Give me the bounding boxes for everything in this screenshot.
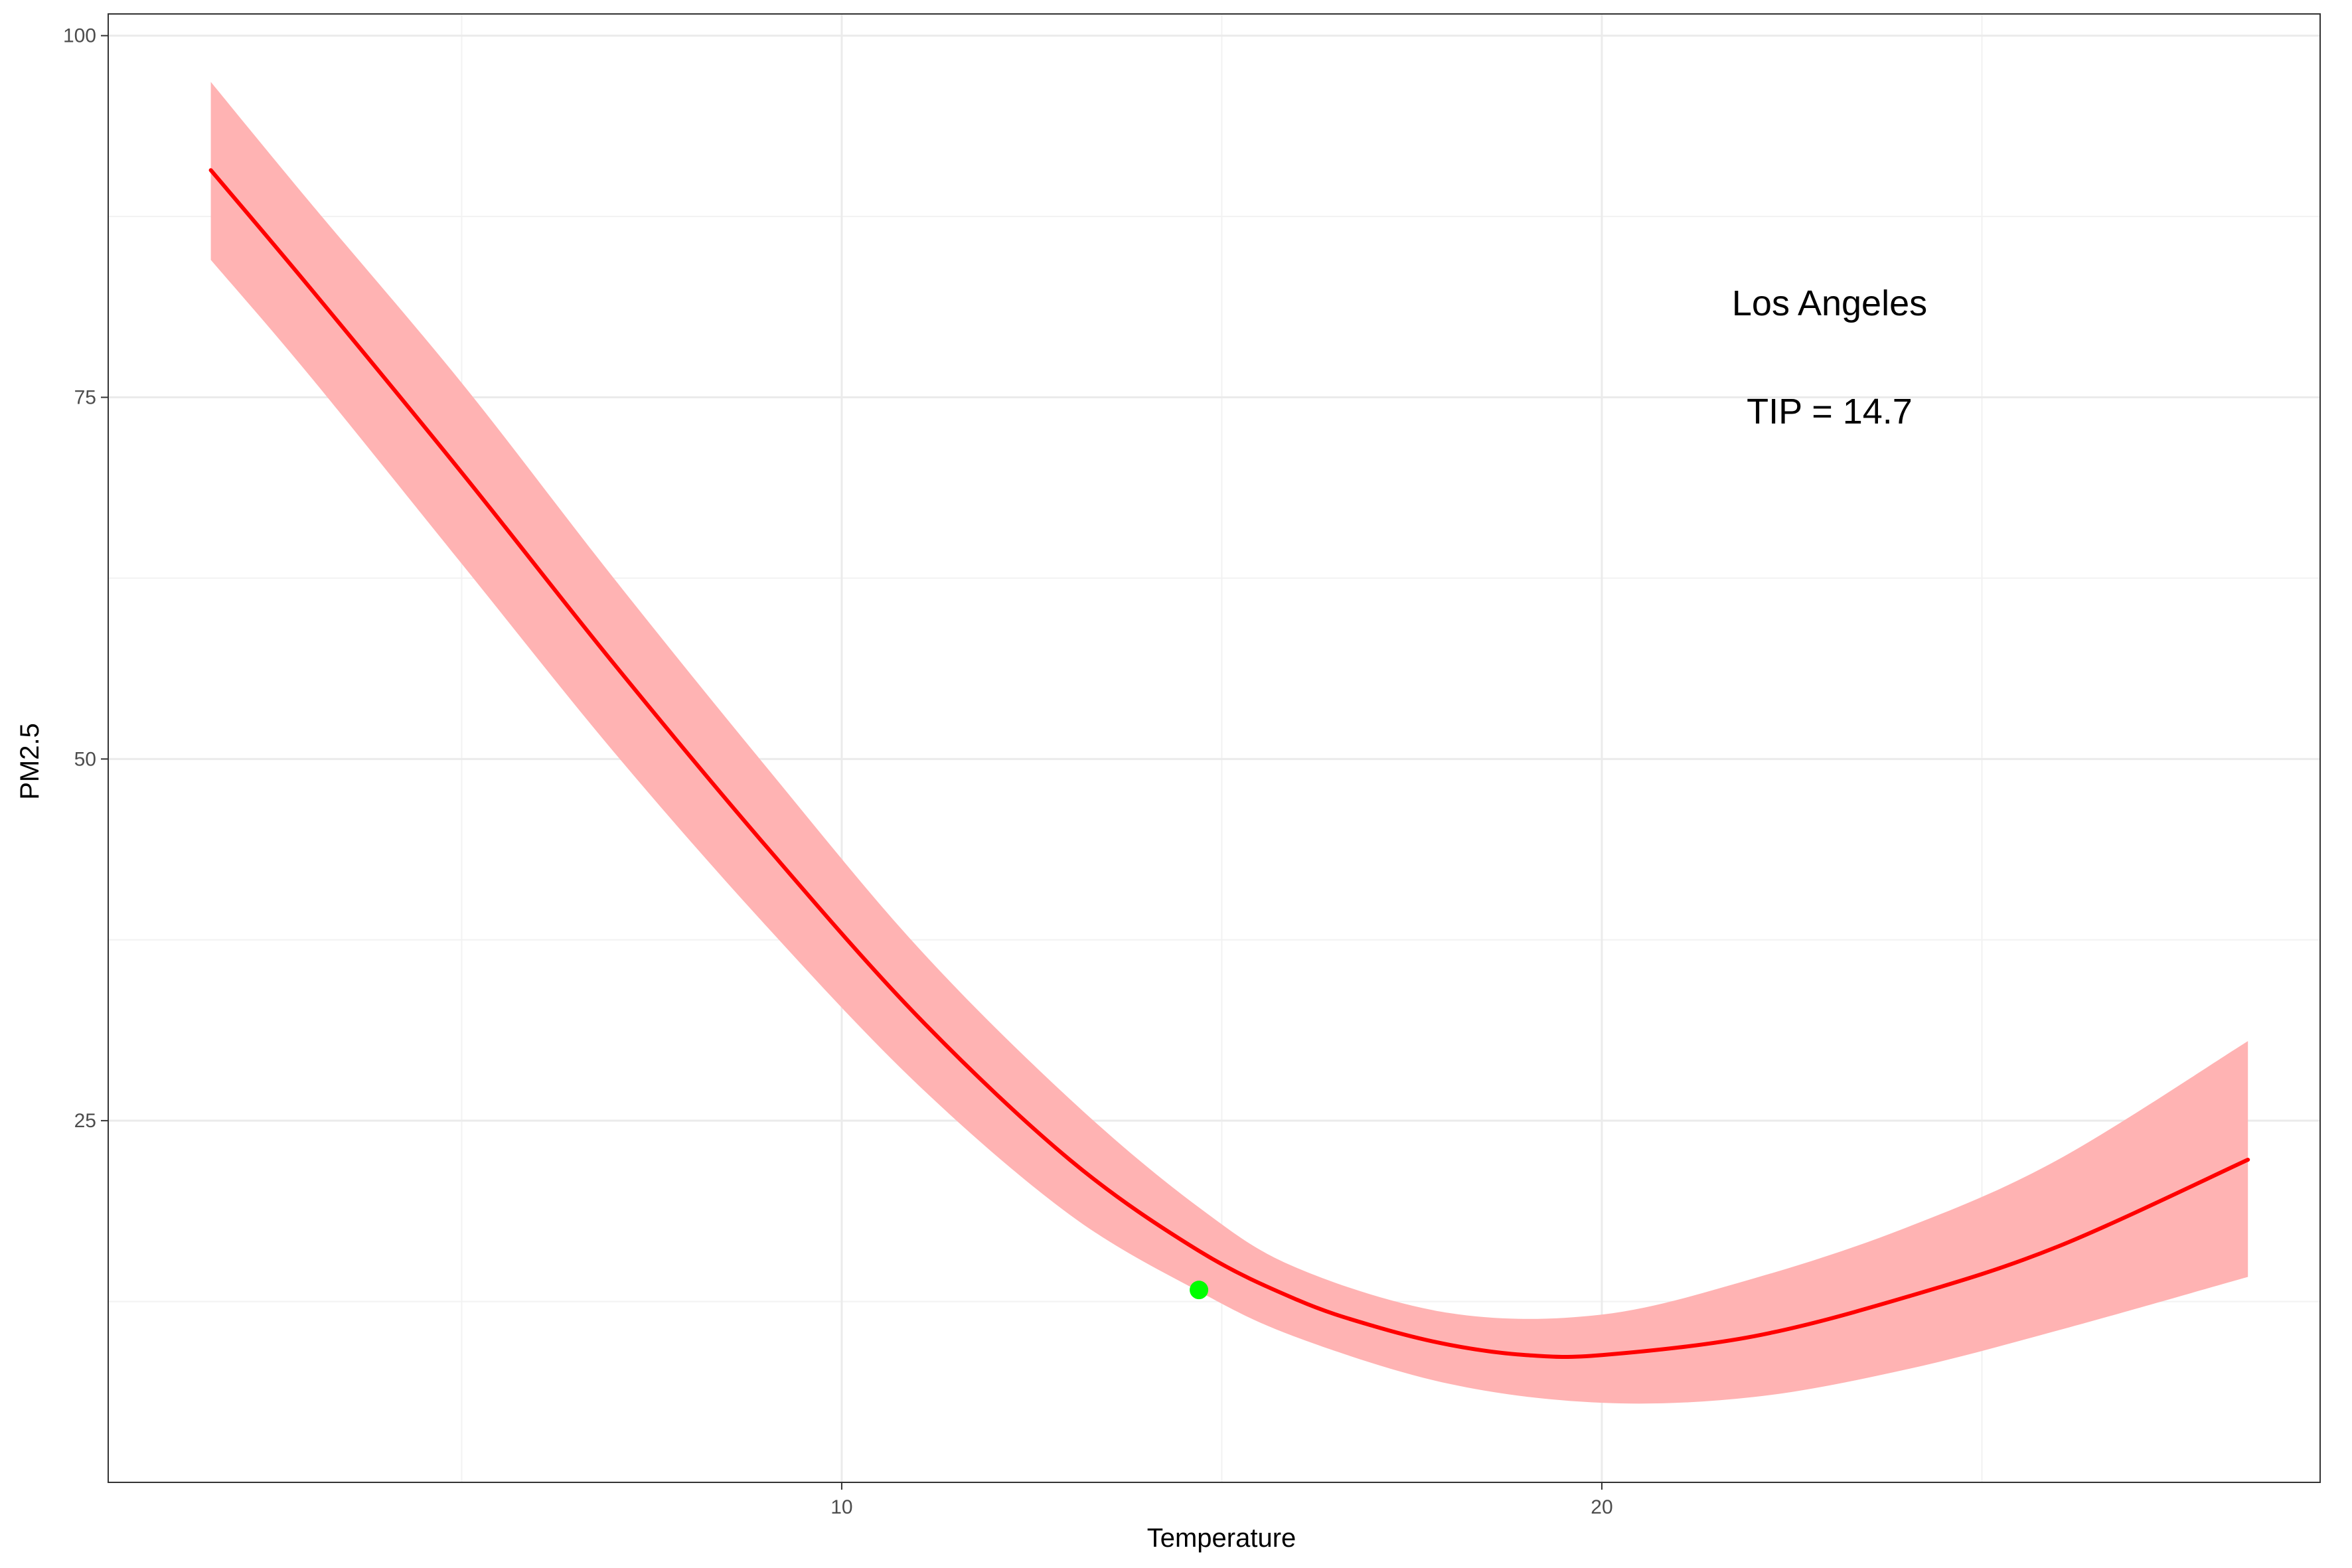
y-tick-label: 25 xyxy=(74,1110,96,1132)
confidence-band xyxy=(210,82,2248,1404)
y-tick-label: 75 xyxy=(74,387,96,409)
x-axis-title: Temperature xyxy=(1147,1524,1296,1553)
tick-labels: 10 20 25 50 75 100 xyxy=(63,25,1613,1518)
annotation-city: Los Angeles xyxy=(1732,283,1927,323)
y-tick-label: 100 xyxy=(63,25,96,47)
y-axis-title: PM2.5 xyxy=(15,723,44,800)
plot-border xyxy=(108,13,2321,1483)
x-tick-label: 10 xyxy=(830,1496,852,1518)
fitted-curve-line xyxy=(208,168,2250,1359)
axis-ticks xyxy=(101,35,1603,1490)
series-layer xyxy=(208,82,2250,1404)
tipping-point-marker xyxy=(1190,1281,1209,1300)
minor-gridlines xyxy=(108,14,2320,1482)
major-gridlines xyxy=(108,14,2320,1482)
x-tick-label: 20 xyxy=(1591,1496,1612,1518)
annotation-tip: TIP = 14.7 xyxy=(1747,392,1913,431)
y-tick-label: 50 xyxy=(74,748,96,770)
